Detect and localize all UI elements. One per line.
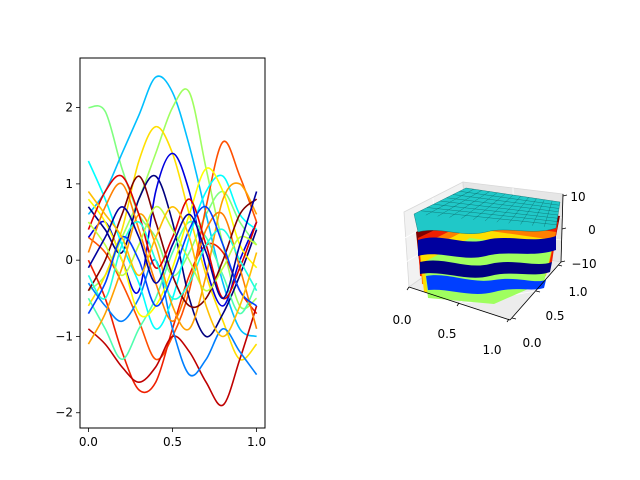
y-tick-labels-3d: 0.0 0.5 1.0 [522,285,587,350]
mesh-line [459,191,560,206]
surface-band [426,275,546,294]
x-tick-label: 0.5 [437,327,456,341]
x-axis: 0.0 0.5 1.0 [79,428,266,449]
line-series [87,220,258,300]
y-tick-label: 0.0 [522,336,541,350]
surface-band [420,260,552,278]
x-tick-label: 1.0 [482,343,501,357]
x-tick-label: 0.0 [79,435,98,449]
y-tick-label: 1 [65,177,73,191]
line-series [87,205,258,314]
tick-marks-3d [406,194,568,323]
y-tick-label: 2 [65,101,73,115]
line-series [87,191,258,300]
mesh-line [426,207,558,222]
z-tick-labels-3d: 10 0 −10 [570,190,596,271]
z-tick-label: −10 [571,257,596,271]
y-tick-label: −1 [55,329,73,343]
mesh-line [439,200,559,216]
x-tick-label: 0.5 [163,435,182,449]
z-tick-label: 10 [570,190,585,204]
line-series [87,174,258,338]
y-tick-label: −2 [55,406,73,420]
x-tick-labels-3d: 0.0 0.5 1.0 [392,313,501,357]
line-chart-frame [79,57,266,429]
surface-mesh [420,189,560,227]
y-tick-label: 0.5 [545,309,564,323]
mesh-line [420,210,557,225]
line-series [87,259,258,377]
line-series-group [87,75,258,407]
line-series [87,191,258,338]
x-tick-label: 1.0 [247,435,266,449]
x-tick-label: 0.0 [392,313,411,327]
line-series [87,305,258,407]
y-tick-label: 1.0 [568,285,587,299]
surface-chart: 0.0 0.5 1.0 0.0 0.5 1.0 10 0 −10 [392,181,597,357]
z-axis-line-3d [560,193,564,263]
surface-top [413,187,561,234]
y-axis: 2 1 0 −1 −2 [55,101,80,420]
mesh-line [452,194,560,209]
mesh-line [446,197,559,212]
x-axis-line-3d [408,286,511,321]
y-axis-line-3d [509,261,562,321]
line-chart: 0.0 0.5 1.0 2 1 0 −1 −2 [55,57,266,449]
line-series [87,182,258,330]
mesh-line [433,204,558,219]
z-tick-label: 0 [588,223,596,237]
y-tick-label: 0 [65,253,73,267]
surface-band [418,236,556,258]
line-series [87,174,258,300]
surface [413,187,561,304]
line-series [87,182,258,345]
